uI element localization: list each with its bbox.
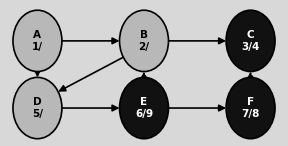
FancyArrowPatch shape xyxy=(248,73,253,79)
Text: A
1/: A 1/ xyxy=(32,30,43,52)
Ellipse shape xyxy=(13,77,62,139)
Ellipse shape xyxy=(226,77,275,139)
FancyArrowPatch shape xyxy=(141,73,147,79)
Text: E
6/9: E 6/9 xyxy=(135,97,153,119)
FancyArrowPatch shape xyxy=(60,57,123,91)
FancyArrowPatch shape xyxy=(168,38,224,44)
Text: D
5/: D 5/ xyxy=(32,97,43,119)
Text: C
3/4: C 3/4 xyxy=(241,30,260,52)
FancyArrowPatch shape xyxy=(168,105,224,111)
Ellipse shape xyxy=(13,10,62,72)
Text: F
7/8: F 7/8 xyxy=(241,97,260,119)
Text: B
2/: B 2/ xyxy=(139,30,149,52)
Ellipse shape xyxy=(120,10,168,72)
Ellipse shape xyxy=(226,10,275,72)
Ellipse shape xyxy=(120,77,168,139)
FancyArrowPatch shape xyxy=(35,70,40,75)
FancyArrowPatch shape xyxy=(62,105,118,111)
FancyArrowPatch shape xyxy=(62,38,118,44)
